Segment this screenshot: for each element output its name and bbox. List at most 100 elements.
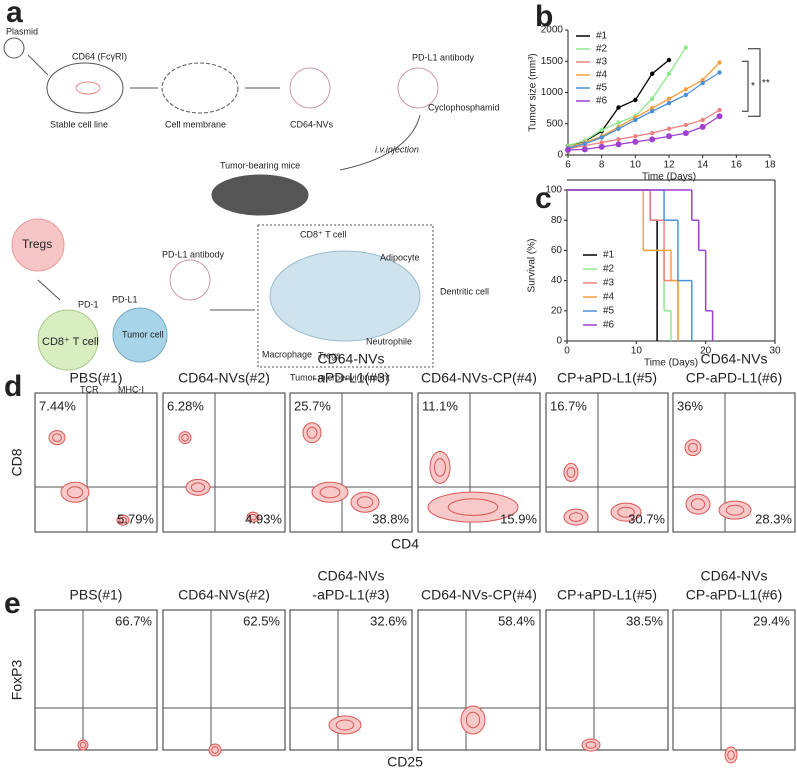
panel-a-diagram	[3, 37, 439, 371]
quadrant-percent: 16.7%	[550, 398, 587, 413]
y-tick-label: 80	[551, 215, 563, 226]
plot-title: PBS(#1)	[70, 587, 123, 603]
contour	[460, 705, 486, 735]
contour	[724, 746, 738, 764]
contour	[52, 433, 62, 443]
arrow	[27, 54, 49, 76]
plot-title: CP+aPD-L1(#5)	[557, 587, 657, 603]
flow-frame	[672, 392, 796, 533]
quadrant-percent: 62.5%	[243, 613, 280, 628]
axis-label: CD8	[9, 448, 25, 476]
data-point	[615, 141, 622, 148]
label: PD-1	[78, 299, 99, 309]
plasmid-icon	[3, 37, 25, 59]
data-point	[716, 113, 723, 120]
flow-frame	[34, 609, 158, 751]
quadrant-percent: 58.4%	[498, 613, 535, 628]
data-point	[565, 147, 571, 153]
quadrant-percent: 11.1%	[422, 398, 458, 413]
plot-title: CD64-NVs-CP(#4)	[421, 370, 537, 386]
contour	[77, 739, 89, 751]
contour	[568, 512, 584, 523]
x-tick-label: 12	[663, 160, 675, 171]
plot-title: CD64-NVs	[701, 351, 768, 367]
contour	[249, 513, 257, 521]
data-point	[666, 71, 672, 76]
y-tick-label: 40	[551, 275, 563, 286]
flow-frame	[417, 392, 541, 533]
flow-frame	[545, 609, 669, 751]
contour	[465, 711, 481, 729]
nv-icon	[169, 259, 211, 301]
quadrant-percent: 66.7%	[115, 613, 152, 628]
label: i.v.injection	[375, 144, 419, 154]
tregs-icon	[11, 218, 65, 272]
panel-label: a	[6, 0, 23, 29]
data-point	[632, 138, 639, 145]
label: Dentritic cell	[440, 286, 489, 296]
data-point	[582, 141, 588, 146]
contour	[350, 491, 380, 513]
quadrant-percent: 28.3%	[755, 511, 792, 526]
legend-label: #2	[603, 264, 615, 275]
annotation: *	[751, 81, 755, 92]
flow-frame	[672, 609, 796, 751]
plot-title: CD64-NVs	[318, 351, 385, 367]
y-tick-label: 1500	[541, 56, 564, 67]
contour	[685, 493, 711, 515]
arrow	[339, 114, 421, 171]
data-point	[717, 60, 722, 65]
series-line	[567, 47, 687, 147]
data-point	[699, 123, 706, 130]
x-tick-label: 20	[700, 346, 712, 357]
contour	[178, 431, 192, 445]
legend-label: #1	[596, 31, 608, 42]
label: CD64 (FcγRI)	[72, 51, 127, 61]
y-tick-label: 0	[557, 150, 563, 161]
contour	[208, 743, 222, 757]
contour	[581, 738, 601, 752]
data-point	[616, 137, 621, 142]
x-tick-label: 10	[631, 346, 643, 357]
membrane-icon	[161, 62, 239, 114]
x-tick-label: 14	[697, 160, 709, 171]
x-tick-label: 16	[731, 160, 743, 171]
contour	[116, 514, 130, 526]
data-point	[666, 57, 672, 63]
label: CD8⁺ T cell	[42, 336, 99, 348]
flow-frame	[162, 392, 286, 533]
label: Tregs	[22, 237, 52, 251]
label: Plasmid	[6, 26, 38, 36]
data-point	[633, 134, 638, 139]
contour	[684, 439, 702, 457]
data-point	[700, 77, 705, 83]
plot-title: CP-aPD-L1(#6)	[686, 370, 782, 386]
cell-icon	[46, 62, 124, 114]
legend-label: #3	[603, 278, 615, 289]
plot-title: CD64-NVs(#2)	[178, 370, 270, 386]
quadrant-percent: 15.9%	[500, 511, 537, 526]
contour	[718, 500, 752, 520]
contour	[319, 486, 341, 499]
contour	[190, 482, 206, 493]
plot-title: -aPD-L1(#3)	[312, 587, 389, 603]
flow-frame	[34, 392, 158, 533]
contour	[66, 486, 84, 499]
data-point	[717, 70, 722, 75]
data-point	[649, 130, 655, 136]
nv-icon	[289, 67, 331, 109]
quadrant-percent: 5.79%	[117, 511, 154, 526]
legend-label: #4	[596, 70, 608, 81]
contour	[610, 502, 642, 522]
contour	[335, 719, 355, 731]
data-point	[683, 87, 689, 92]
y-tick-label: 100	[545, 185, 562, 196]
contour	[429, 450, 451, 484]
contour	[181, 433, 189, 442]
panel-label: e	[4, 587, 21, 620]
panel-label: d	[4, 370, 22, 403]
x-tick-label: 6	[565, 160, 571, 171]
series-line	[567, 62, 720, 149]
axis-label: CD4	[391, 536, 419, 552]
